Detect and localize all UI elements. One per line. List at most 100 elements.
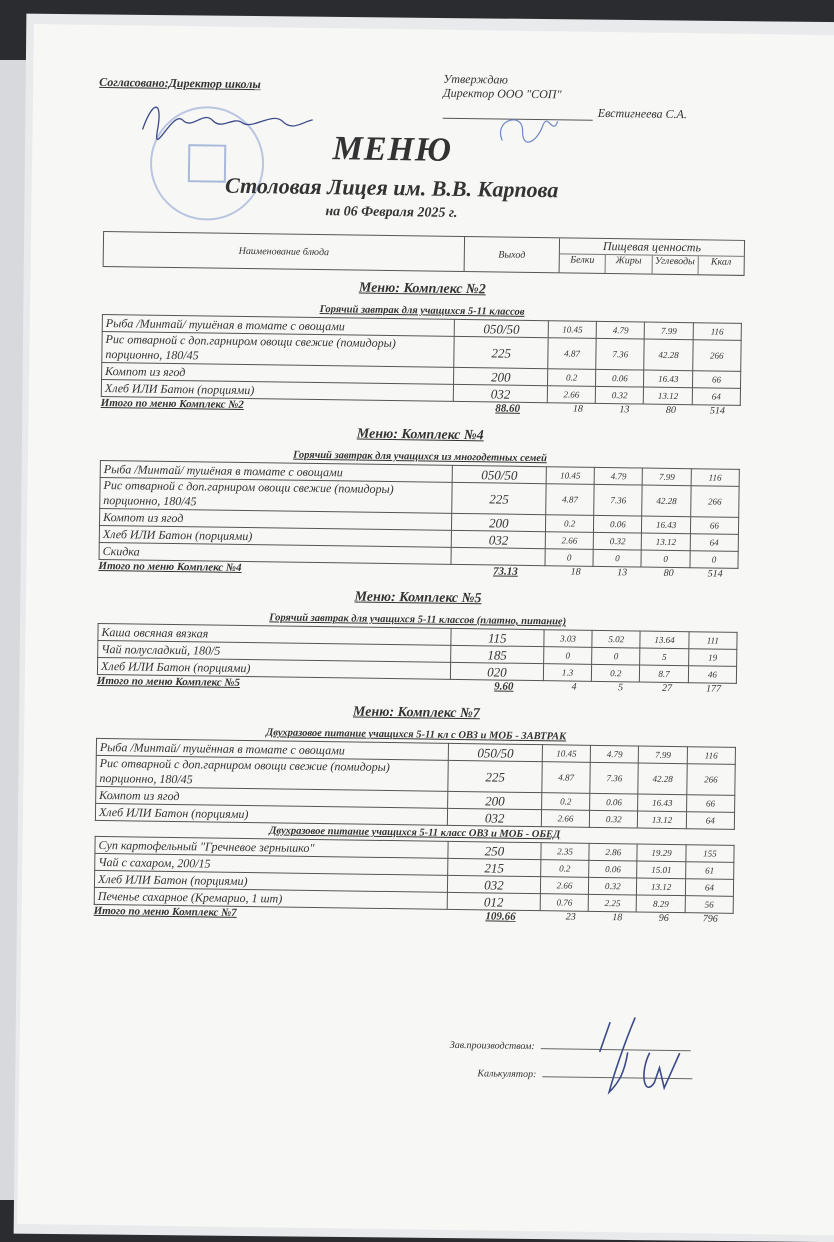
calculator-label: Калькулятор: <box>477 1068 537 1081</box>
dish-fat: 0.32 <box>593 532 642 551</box>
dish-kcal: 19 <box>688 648 737 667</box>
dish-protein: 10.45 <box>546 466 595 485</box>
dish-kcal: 116 <box>687 746 736 765</box>
dish-kcal: 66 <box>692 370 741 389</box>
dish-carbs: 8.7 <box>639 665 689 683</box>
dish-fat: 0.32 <box>588 877 638 896</box>
menu-table: Каша овсяная вязкая 115 3.03 5.02 13.64 111 Ча… <box>97 623 738 684</box>
approver-signature <box>499 119 559 143</box>
dish-kcal: 116 <box>692 322 742 341</box>
dish-protein: 0.2 <box>541 792 591 811</box>
total-kcal: 514 <box>707 568 723 580</box>
total-price: 9.60 <box>494 680 514 693</box>
dish-kcal: 61 <box>685 861 734 880</box>
dish-protein: 10.45 <box>542 744 591 763</box>
menu-table: Рыба /Минтай/ тушёная в томате с овощами… <box>101 314 742 406</box>
dish-fat: 0.32 <box>589 810 639 829</box>
total-protein: 18 <box>572 403 584 415</box>
section-title: Меню: Комплекс №5 <box>354 589 482 607</box>
dish-output: 032 <box>451 530 546 549</box>
dish-carbs: 16.43 <box>641 516 691 534</box>
dish-output: 012 <box>447 892 541 911</box>
dish-kcal: 56 <box>684 895 734 914</box>
dish-protein: 0.2 <box>545 514 594 533</box>
page-title: МЕНЮ <box>332 130 453 169</box>
dish-kcal: 266 <box>692 339 742 372</box>
dish-output: 185 <box>450 645 544 664</box>
dish-protein: 2.66 <box>547 385 596 404</box>
dish-kcal: 64 <box>692 387 741 406</box>
dish-output: 032 <box>447 875 541 894</box>
dish-protein: 0 <box>543 646 593 665</box>
total-carbs: 80 <box>665 404 676 416</box>
footer-signature <box>598 1017 681 1095</box>
approved-block: Утверждаю Директор ООО "СОП" <box>443 72 562 102</box>
dish-output: 225 <box>452 482 547 515</box>
dish-fat: 0.06 <box>588 860 638 879</box>
total-price: 109.66 <box>485 910 516 923</box>
dish-carbs: 13.12 <box>641 533 691 551</box>
total-protein: 23 <box>565 911 576 923</box>
column-header: Наименование блюда Выход Пищевая ценност… <box>102 230 746 276</box>
dish-carbs: 42.28 <box>644 339 693 371</box>
col-fat: Жиры <box>605 255 653 274</box>
approver-name: Евстигнеева С.А. <box>597 105 688 122</box>
dish-protein: 2.66 <box>545 531 594 550</box>
dish-fat: 0.06 <box>589 793 639 812</box>
dish-carbs: 16.43 <box>643 370 693 388</box>
total-fat: 18 <box>612 912 623 924</box>
dish-fat: 0 <box>591 647 641 666</box>
dish-output: 050/50 <box>452 465 547 484</box>
dish-output: 050/50 <box>448 743 543 762</box>
total-kcal: 514 <box>709 405 725 417</box>
dish-protein: 4.87 <box>541 761 591 794</box>
dish-carbs: 13.12 <box>637 811 687 829</box>
dish-kcal: 155 <box>685 844 735 863</box>
total-protein: 4 <box>571 681 577 693</box>
dish-kcal: 66 <box>690 516 739 535</box>
dish-kcal: 64 <box>690 533 739 552</box>
dish-carbs: 42.28 <box>638 763 688 795</box>
dish-fat: 5.02 <box>592 630 641 649</box>
menu-sections: Меню: Комплекс №2 Горячий завтрак для уча… <box>93 271 742 940</box>
section-title: Меню: Комплекс №7 <box>352 704 480 722</box>
dish-protein: 1.3 <box>543 663 592 682</box>
col-kcal: Ккал <box>710 256 732 268</box>
dish-carbs: 0 <box>641 550 691 568</box>
dish-fat: 0.2 <box>591 664 641 683</box>
dish-name: Рис отварной с доп.гарниром овощи свежие… <box>99 477 453 514</box>
menu-table: Суп картофельный "Гречневое зернышко" 250… <box>94 836 735 914</box>
dish-protein: 4.87 <box>545 483 595 516</box>
dish-protein: 2.66 <box>541 809 590 828</box>
total-price: 73.13 <box>492 565 518 578</box>
dish-output: 032 <box>453 384 548 403</box>
total-fat: 13 <box>617 567 628 579</box>
dish-fat: 2.25 <box>588 894 637 913</box>
dish-output: 032 <box>447 808 542 827</box>
dish-carbs: 7.99 <box>644 322 694 340</box>
dish-output: 020 <box>450 662 544 681</box>
dish-protein: 3.03 <box>543 629 593 648</box>
dish-protein: 10.45 <box>548 320 597 339</box>
total-carbs: 80 <box>663 567 674 579</box>
total-protein: 18 <box>570 566 581 578</box>
dish-output <box>451 547 546 566</box>
menu-document: Согласовано:Директор школы Утверждаю Дир… <box>17 24 834 1236</box>
dish-fat: 7.36 <box>590 762 639 795</box>
dish-fat: 7.36 <box>595 338 645 371</box>
section-title: Меню: Комплекс №2 <box>358 280 486 298</box>
dish-carbs: 13.12 <box>643 387 693 405</box>
dish-carbs: 13.12 <box>636 878 686 896</box>
dish-name: Рис отварной с доп.гарниром овощи свежие… <box>101 331 455 368</box>
dish-carbs: 7.99 <box>638 746 688 764</box>
total-carbs: 27 <box>661 682 673 694</box>
dish-protein: 0.2 <box>547 368 596 387</box>
dish-kcal: 46 <box>688 665 737 684</box>
dish-carbs: 5 <box>640 648 689 666</box>
approved-position: Директор ООО "СОП" <box>442 85 562 102</box>
dish-carbs: 8.29 <box>636 895 686 913</box>
dish-protein: 0 <box>544 548 594 567</box>
dish-kcal: 116 <box>690 468 740 487</box>
dish-output: 225 <box>448 760 543 793</box>
dish-output: 215 <box>447 858 541 877</box>
